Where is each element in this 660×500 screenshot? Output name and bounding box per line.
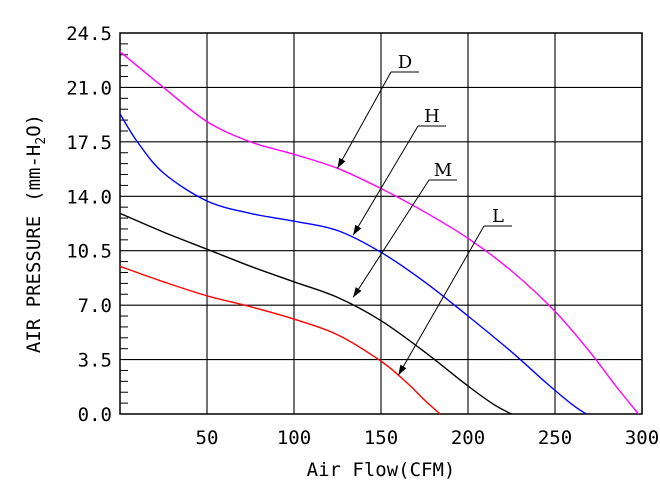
y-axis-title: AIR PRESSURE (mm-H2O) (23, 114, 49, 353)
series-line-l (119, 265, 441, 415)
x-tick-label: 50 (196, 427, 219, 449)
x-tick-label: 200 (451, 427, 485, 449)
y-axis-title-unit-open: (mm-H (23, 145, 45, 202)
x-tick-label: 300 (625, 427, 659, 449)
curve-label-l: L (492, 206, 504, 227)
x-tick-labels: 50 100 150 200 250 300 (196, 427, 660, 449)
y-tick-label: 7.0 (78, 295, 112, 317)
annotation-leader-line (352, 125, 419, 236)
minor-y-ticks (120, 43, 128, 404)
x-tick-label: 150 (364, 427, 398, 449)
y-tick-label: 3.5 (78, 350, 112, 372)
y-axis-title-main: AIR PRESSURE (23, 216, 45, 353)
annotation-leader-line (397, 225, 485, 376)
annotation-leader-line (352, 179, 430, 298)
series-group (119, 51, 640, 415)
curve-label-h: H (424, 106, 440, 127)
series-line-m (119, 212, 512, 415)
x-tick-label: 250 (538, 427, 572, 449)
annotations-group: D H M L (337, 52, 512, 376)
series-line-d (119, 51, 640, 415)
y-tick-label: 14.0 (66, 186, 112, 208)
series-line-h (119, 113, 587, 415)
curve-label-d: D (398, 52, 412, 73)
plot-frame (119, 32, 643, 415)
y-tick-label: 24.5 (66, 23, 112, 45)
y-tick-labels: 0.0 3.5 7.0 10.5 14.0 17.5 21.0 24.5 (66, 23, 112, 426)
y-axis-title-unit-close: O) (23, 114, 45, 137)
x-axis-title: Air Flow(CFM) (307, 459, 456, 481)
annotation-arrowhead (353, 224, 362, 236)
x-tick-label: 100 (277, 427, 311, 449)
curve-label-m: M (434, 160, 452, 181)
y-tick-label: 10.5 (66, 241, 112, 263)
y-axis-title-unit-sub: 2 (34, 137, 49, 145)
annotation-arrowhead (337, 157, 346, 169)
annotation-leader-line (337, 71, 392, 169)
y-tick-label: 21.0 (66, 77, 112, 99)
annotation-arrowhead (398, 364, 407, 376)
y-tick-label: 0.0 (78, 404, 112, 426)
y-tick-label: 17.5 (66, 132, 112, 154)
annotation-arrowhead (353, 287, 362, 298)
